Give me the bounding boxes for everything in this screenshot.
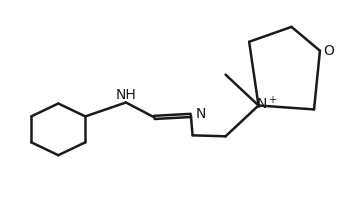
Text: NH: NH — [116, 88, 136, 102]
Text: N$^+$: N$^+$ — [256, 95, 278, 112]
Text: N: N — [195, 107, 206, 121]
Text: O: O — [323, 44, 334, 58]
